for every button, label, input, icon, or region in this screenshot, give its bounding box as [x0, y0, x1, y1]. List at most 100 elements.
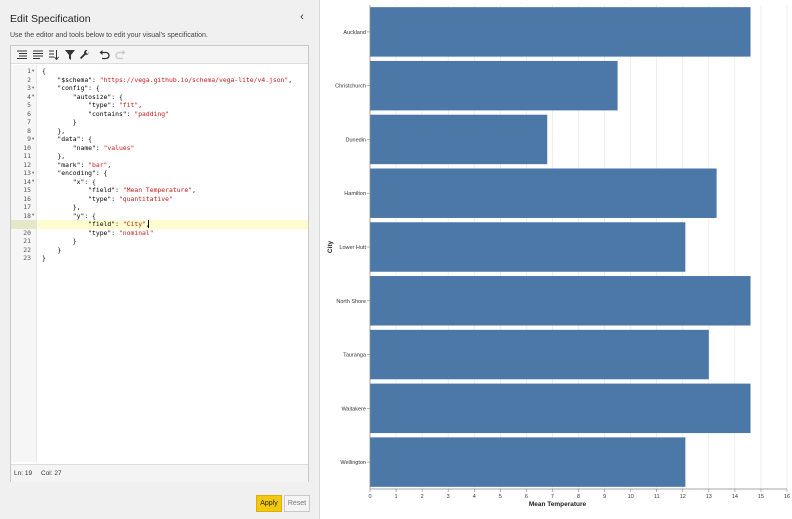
y-tick-label: Auckland [343, 30, 366, 36]
cursor-line-indicator: Ln: 19 [14, 470, 33, 477]
x-tick-label: 15 [758, 494, 764, 500]
x-tick-label: 4 [473, 494, 476, 500]
line-number: 7 [27, 118, 31, 126]
x-tick-label: 6 [525, 494, 528, 500]
line-number: 16 [23, 194, 31, 203]
code-text-area[interactable]: { "$schema": "https://vega.github.io/sch… [38, 65, 308, 462]
bar [370, 222, 686, 272]
cursor-column-indicator: Col: 27 [41, 470, 62, 477]
active-line-highlight [38, 220, 308, 229]
code-line: } [42, 118, 77, 126]
code-line: "config": { [42, 84, 100, 92]
code-line: "data": { [42, 135, 93, 143]
x-tick-label: 11 [654, 494, 660, 500]
line-number: 21 [23, 237, 31, 245]
sort-icon[interactable] [47, 48, 60, 61]
fold-toggle-icon[interactable]: ▾ [32, 68, 35, 74]
code-line: "field": "City", [42, 220, 150, 228]
bar [370, 276, 751, 326]
y-tick-label: Dunedin [346, 137, 367, 143]
y-tick-label: Hamilton [344, 191, 366, 197]
panel-title: Edit Specification [10, 13, 91, 25]
line-number: 11 [23, 152, 31, 160]
y-tick-label: Wellington [340, 460, 366, 466]
y-tick-label: Waitakere [341, 406, 366, 412]
text-cursor [148, 220, 149, 229]
code-line: "contains": "padding" [42, 109, 169, 118]
line-number: 13 [23, 169, 31, 177]
fold-toggle-icon[interactable]: ▾ [32, 94, 35, 99]
code-line: "type": "fit", [42, 101, 143, 109]
code-line: "field": "Mean Temperature", [42, 186, 196, 194]
code-line: "$schema": "https://vega.github.io/schem… [42, 75, 293, 84]
line-number: 3 [27, 84, 31, 92]
bar [370, 329, 709, 380]
code-line: "mark": "bar", [42, 160, 112, 169]
y-tick-label: Christchurch [335, 84, 366, 90]
x-tick-label: 3 [447, 494, 450, 500]
code-line: }, [42, 126, 66, 135]
bar-chart: Auckland Christchurch Dunedin Hamilton Lower… [327, 5, 790, 508]
y-tick-label: North Shore [336, 299, 366, 305]
code-line: "x": { [42, 177, 96, 186]
x-tick-label: 5 [499, 494, 502, 500]
code-line: "autosize": { [42, 92, 123, 101]
bar [370, 60, 618, 111]
redo-icon[interactable] [114, 48, 127, 61]
reset-button[interactable]: Reset [284, 495, 310, 512]
fold-toggle-icon[interactable]: ▾ [32, 179, 35, 184]
x-tick-label: 10 [628, 494, 634, 500]
code-line: } [42, 245, 62, 254]
x-tick-label: 14 [732, 494, 738, 500]
line-number: 5 [27, 101, 31, 109]
y-tick-label: Lower Hutt [339, 245, 366, 251]
code-line: { [42, 67, 46, 75]
editor-toolbar [11, 46, 308, 64]
code-line: "name": "values" [42, 143, 135, 152]
fold-toggle-icon[interactable]: ▾ [32, 85, 35, 91]
filter-icon[interactable] [63, 48, 76, 61]
apply-button[interactable]: Apply [256, 495, 282, 512]
fold-toggle-icon[interactable]: ▾ [32, 213, 35, 218]
line-number: 23 [23, 254, 31, 262]
line-number: 8 [27, 126, 31, 135]
line-number-gutter: 1▾23▾4▾56789▾10111213▾14▾15161718▾192021… [11, 65, 37, 462]
line-number: 14 [23, 177, 31, 186]
x-tick-label: 12 [680, 494, 686, 500]
line-number: 10 [23, 143, 31, 152]
bar [370, 383, 751, 434]
fold-toggle-icon[interactable]: ▾ [32, 136, 35, 142]
line-number: 4 [27, 92, 31, 101]
code-line: }, [42, 203, 81, 211]
align-icon[interactable] [31, 48, 44, 61]
bar [370, 7, 751, 57]
line-number: 20 [23, 228, 31, 237]
format-json-icon[interactable] [15, 48, 28, 61]
y-tick-label: Tauranga [343, 353, 367, 359]
x-tick-label: 1 [395, 494, 398, 500]
collapse-panel-button[interactable]: ‹ [300, 11, 304, 23]
line-number: 2 [27, 75, 31, 84]
x-tick-label: 0 [368, 494, 371, 500]
fold-toggle-icon[interactable]: ▾ [32, 170, 35, 176]
x-tick-label: 2 [421, 494, 424, 500]
line-number: 18 [23, 211, 31, 220]
x-tick-label: 9 [603, 494, 606, 500]
wrench-icon[interactable] [78, 48, 91, 61]
line-number: 15 [23, 186, 31, 194]
undo-icon[interactable] [98, 48, 111, 61]
edit-specification-panel: Edit Specification ‹ Use the editor and … [0, 0, 320, 519]
line-number: 1 [27, 67, 31, 75]
x-tick-label: 13 [706, 494, 712, 500]
line-number: 17 [23, 203, 31, 211]
editor-status-bar: Ln: 19 Col: 27 [11, 464, 308, 482]
x-tick-label: 16 [784, 494, 790, 500]
y-axis-title: City [327, 240, 334, 253]
x-axis-title: Mean Temperature [529, 501, 587, 508]
line-number: 9 [27, 135, 31, 143]
line-number: 12 [23, 160, 31, 169]
panel-description: Use the editor and tools below to edit y… [10, 32, 208, 39]
x-tick-label: 8 [577, 494, 580, 500]
code-editor[interactable]: 1▾23▾4▾56789▾10111213▾14▾15161718▾192021… [10, 45, 309, 482]
code-line: "type": "quantitative" [42, 194, 173, 203]
